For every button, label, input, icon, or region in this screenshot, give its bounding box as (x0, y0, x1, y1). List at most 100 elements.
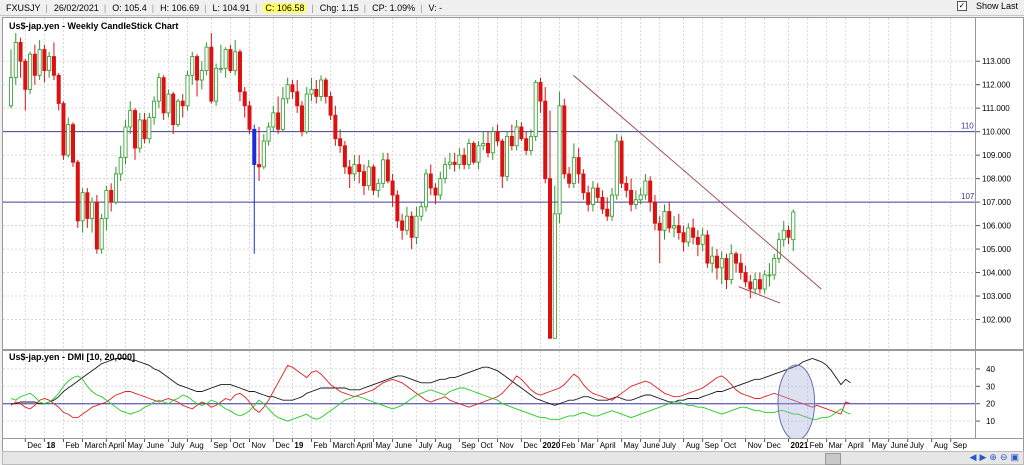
candle-body (352, 164, 357, 175)
candle-body (104, 189, 109, 219)
x-tick-label: Dec (523, 441, 537, 450)
scrollbar-thumb[interactable] (825, 453, 841, 465)
main-chart-title: Us$-jap.yen - Weekly CandleStick Chart (9, 21, 179, 31)
candle-body (123, 126, 128, 158)
zoom-in-icon[interactable]: ⊕ (989, 452, 997, 462)
chart-navigation: ◀ ▶ ⊕ ⊖ ▣ (970, 452, 1019, 463)
candle-body (299, 105, 304, 133)
candle-body (414, 215, 419, 238)
price-axis[interactable]: 102.000 103.000 104.000 105.000 106.000 107.0… (975, 17, 1024, 350)
candle-body (71, 124, 76, 163)
candle-body (509, 135, 514, 147)
candle-body (133, 110, 138, 149)
show-last-toggle[interactable]: ✓ Show Last (951, 1, 1018, 11)
x-tick-label: Aug (438, 441, 452, 450)
dmi-panel[interactable]: Us$-jap.yen - DMI [10, 20,000] (2, 350, 976, 441)
candle-body (218, 67, 223, 70)
candle-body (676, 225, 681, 234)
candle-body (724, 258, 729, 280)
x-tick-label: Mar (829, 441, 843, 450)
candle-body (280, 98, 285, 130)
x-tick-label: Oct (480, 441, 493, 450)
candle-body (543, 100, 548, 180)
date-axis[interactable]: Dec 18 Feb March April May June July Aug Sep Oct No… (2, 438, 1024, 452)
scroll-left-icon[interactable]: ◀ (969, 452, 977, 462)
candle-body (567, 173, 572, 184)
x-tick-label: May (376, 441, 391, 450)
candle-body (433, 187, 438, 196)
y-tick-label: 110.000 (982, 128, 1011, 137)
candle-body (147, 117, 152, 140)
candle-body (753, 279, 758, 290)
x-tick-label: Aug (189, 441, 203, 450)
candle-body (691, 227, 696, 238)
candle-body (323, 79, 328, 97)
candle-body (652, 201, 657, 224)
fit-chart-icon[interactable]: ▣ (1010, 452, 1019, 462)
candle-body (466, 143, 471, 165)
candle-body (342, 145, 347, 168)
candle-body (199, 70, 204, 81)
zoom-out-icon[interactable]: ⊖ (999, 452, 1008, 462)
candle-body (395, 194, 400, 222)
candle-body (333, 114, 338, 140)
candlestick-chart[interactable]: 110 107 (3, 18, 975, 349)
candle-body (633, 199, 638, 205)
candle-body (552, 213, 557, 339)
candlestick-panel[interactable]: 110 107 Us$-jap.yen - Weekly CandleStick … (2, 17, 976, 350)
x-tick-label: Sep (461, 441, 476, 450)
candle-body (171, 93, 176, 126)
x-tick-label: June (891, 441, 909, 450)
candle-body (772, 258, 777, 276)
candle-body (242, 91, 247, 107)
candle-body (32, 53, 37, 76)
trendline-1 (573, 74, 822, 290)
dmi-chart[interactable] (3, 351, 975, 441)
candle-body (743, 272, 748, 283)
candle-body (610, 194, 615, 217)
x-tick-label: Aug (686, 441, 700, 450)
candle-body (447, 161, 452, 165)
candle-body (113, 173, 118, 203)
x-tick-label: July (662, 441, 676, 450)
dmi-axis[interactable]: 10 20 30 40 (975, 350, 1024, 439)
candle-body (595, 187, 600, 198)
y-tick-label: 104.000 (982, 269, 1011, 278)
date-label: 26/02/2021 (53, 2, 99, 13)
x-tick-label: Aug (934, 441, 948, 450)
candle-body (28, 53, 33, 90)
candle-body (738, 262, 743, 273)
quote-toolbar: FXUSJY | 26/02/2021 | O: 105.4 | H: 106.… (0, 0, 1024, 16)
candle-body (428, 173, 433, 189)
y-tick-label: 103.000 (982, 292, 1011, 301)
x-tick-label: Feb (562, 441, 576, 450)
dmi-series-di (10, 375, 851, 422)
candle-body (366, 166, 371, 187)
candle-body (175, 100, 180, 126)
candle-body (443, 164, 448, 180)
candle-body (423, 173, 428, 208)
candle-body (710, 255, 715, 264)
scroll-right-icon[interactable]: ▶ (979, 452, 987, 462)
candle-body (524, 138, 529, 151)
candle-body (75, 161, 80, 222)
candle-body (80, 192, 85, 222)
dmi-series-adx (11, 358, 851, 406)
x-tick-label: June (643, 441, 661, 450)
candle-body (619, 140, 624, 184)
candle-body (629, 189, 634, 205)
show-last-checkbox[interactable]: ✓ (956, 1, 967, 11)
candle-body (590, 187, 595, 205)
candle-body (576, 157, 581, 175)
y-tick-label: 112.000 (982, 81, 1011, 90)
candle-body (714, 255, 719, 269)
candle-body (762, 274, 767, 290)
candle-body (586, 192, 591, 205)
candle-body (56, 74, 61, 104)
candle-body (471, 143, 476, 163)
chart-scrollbar[interactable]: ◀ ▶ ⊕ ⊖ ▣ (2, 451, 1024, 465)
candle-body (328, 96, 333, 116)
candle-body (247, 105, 252, 130)
y-tick-label: 30 (986, 382, 995, 391)
candle-body (118, 157, 123, 175)
